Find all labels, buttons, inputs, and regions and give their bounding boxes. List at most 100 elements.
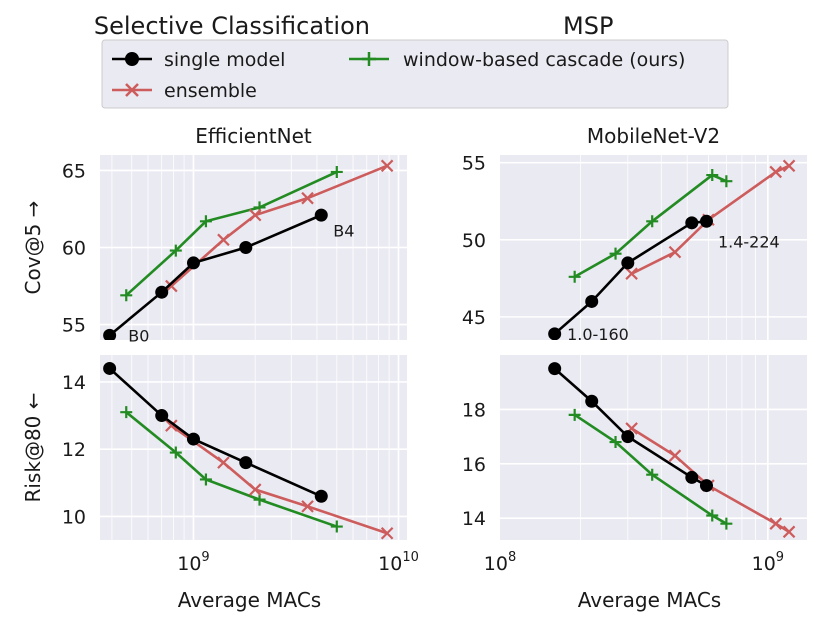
point-window-based-cascade-ours (646, 215, 659, 228)
legend-marker-plus (362, 52, 376, 66)
xtick-label: 1010 (378, 550, 419, 575)
panel-mobilenet-risk: 14 16 18 108 109 Average MACs (462, 355, 807, 612)
point-ensemble (625, 267, 638, 280)
xtick-label: 109 (177, 550, 209, 575)
series-layer (103, 361, 394, 540)
point-ensemble (769, 517, 783, 530)
panel-title: EfficientNet (195, 124, 312, 148)
point-window-based-cascade-ours (199, 473, 212, 486)
point-ensemble (380, 526, 394, 540)
point-window-based-cascade-ours (706, 169, 719, 182)
point-ensemble (301, 500, 314, 513)
point-ensemble (248, 483, 262, 496)
point-ensemble (217, 233, 230, 247)
point-single-model (548, 362, 562, 376)
point-single-model (155, 409, 169, 423)
point-window-based-cascade-ours (720, 517, 733, 530)
x-axis-label: Average MACs (178, 588, 321, 612)
point-window-based-cascade-ours (120, 406, 133, 419)
point-single-model (585, 294, 599, 308)
legend-item-ensemble: ensemble (112, 80, 257, 102)
point-ensemble (769, 165, 783, 179)
figure-title: Selective Classification (94, 12, 370, 40)
point-window-based-cascade-ours (706, 509, 719, 522)
point-window-based-cascade-ours (169, 446, 182, 459)
point-window-based-cascade-ours (169, 244, 182, 257)
point-single-model (621, 256, 635, 270)
ytick-label: 18 (462, 399, 486, 421)
point-ensemble (782, 159, 796, 173)
ytick-label: 50 (462, 230, 486, 252)
point-single-model (239, 241, 253, 254)
panel-efficientnet-coverage: 55 60 65 EfficientNet Cov@5 → B0 B4 (21, 124, 407, 345)
point-window-based-cascade-ours (609, 436, 622, 449)
legend-item-single-model: single model (112, 49, 285, 71)
panel-mobilenet-coverage: 45 50 55 MobileNet-V2 1.0-160 1.4-224 (462, 124, 807, 344)
legend-box (101, 39, 729, 109)
point-ensemble (217, 456, 230, 469)
point-window-based-cascade-ours (120, 289, 133, 302)
xtick-label: 109 (752, 550, 784, 575)
legend-label-cascade: window-based cascade (ours) (403, 49, 685, 71)
annotation-label: 1.4-224 (718, 232, 780, 251)
point-window-based-cascade-ours (330, 520, 343, 533)
ytick-label: 45 (462, 307, 486, 329)
point-window-based-cascade-ours (568, 408, 581, 421)
x-axis-label: Average MACs (578, 588, 721, 612)
point-ensemble (380, 159, 394, 173)
ytick-label: 14 (462, 508, 486, 530)
ytick-label: 16 (462, 454, 486, 476)
ytick-label: 65 (62, 160, 86, 182)
point-single-model (548, 327, 562, 340)
point-single-model (314, 208, 328, 222)
panel-title: MobileNet-V2 (587, 124, 720, 148)
ytick-label: 10 (62, 506, 86, 528)
legend-marker-circle (125, 52, 139, 66)
point-single-model (585, 394, 599, 408)
point-single-model (685, 470, 699, 484)
point-single-model (186, 432, 200, 446)
point-ensemble (248, 208, 262, 222)
point-single-model (699, 479, 713, 493)
point-window-based-cascade-ours (609, 247, 622, 260)
point-ensemble (301, 191, 314, 205)
series-layer (548, 362, 796, 539)
point-single-model (621, 430, 635, 444)
point-window-based-cascade-ours (568, 270, 581, 283)
figure-subtitle: MSP (563, 12, 613, 40)
point-window-based-cascade-ours (199, 215, 212, 228)
ytick-label: 55 (62, 315, 86, 337)
y-axis-label: Risk@80 ← (21, 392, 45, 502)
point-window-based-cascade-ours (720, 175, 733, 188)
point-ensemble (668, 449, 682, 462)
point-single-model (699, 214, 713, 228)
xtick-label: 108 (484, 550, 516, 575)
point-single-model (314, 489, 328, 503)
point-window-based-cascade-ours (253, 493, 266, 506)
legend-label-ensemble: ensemble (164, 80, 257, 102)
annotation-label: B0 (128, 326, 149, 345)
ytick-label: 60 (62, 238, 86, 260)
ytick-label: 55 (462, 153, 486, 175)
point-single-model (103, 361, 117, 375)
point-ensemble (668, 245, 682, 259)
ytick-label: 14 (62, 372, 86, 394)
series-layer (548, 159, 796, 340)
point-ensemble (165, 419, 178, 432)
y-axis-label: Cov@5 → (21, 201, 45, 295)
legend: single model window-based cascade (ours)… (101, 39, 729, 109)
ytick-label: 12 (62, 439, 86, 461)
point-window-based-cascade-ours (330, 165, 343, 178)
legend-marker-x (125, 83, 139, 97)
point-window-based-cascade-ours (646, 468, 659, 481)
plot-area (500, 355, 807, 540)
point-single-model (685, 216, 699, 230)
legend-label-single: single model (164, 49, 285, 71)
annotation-label: 1.0-160 (567, 325, 629, 344)
plot-area (100, 355, 407, 540)
annotation-label: B4 (333, 222, 354, 241)
point-single-model (155, 285, 169, 299)
point-single-model (103, 328, 117, 340)
point-ensemble (782, 525, 796, 539)
